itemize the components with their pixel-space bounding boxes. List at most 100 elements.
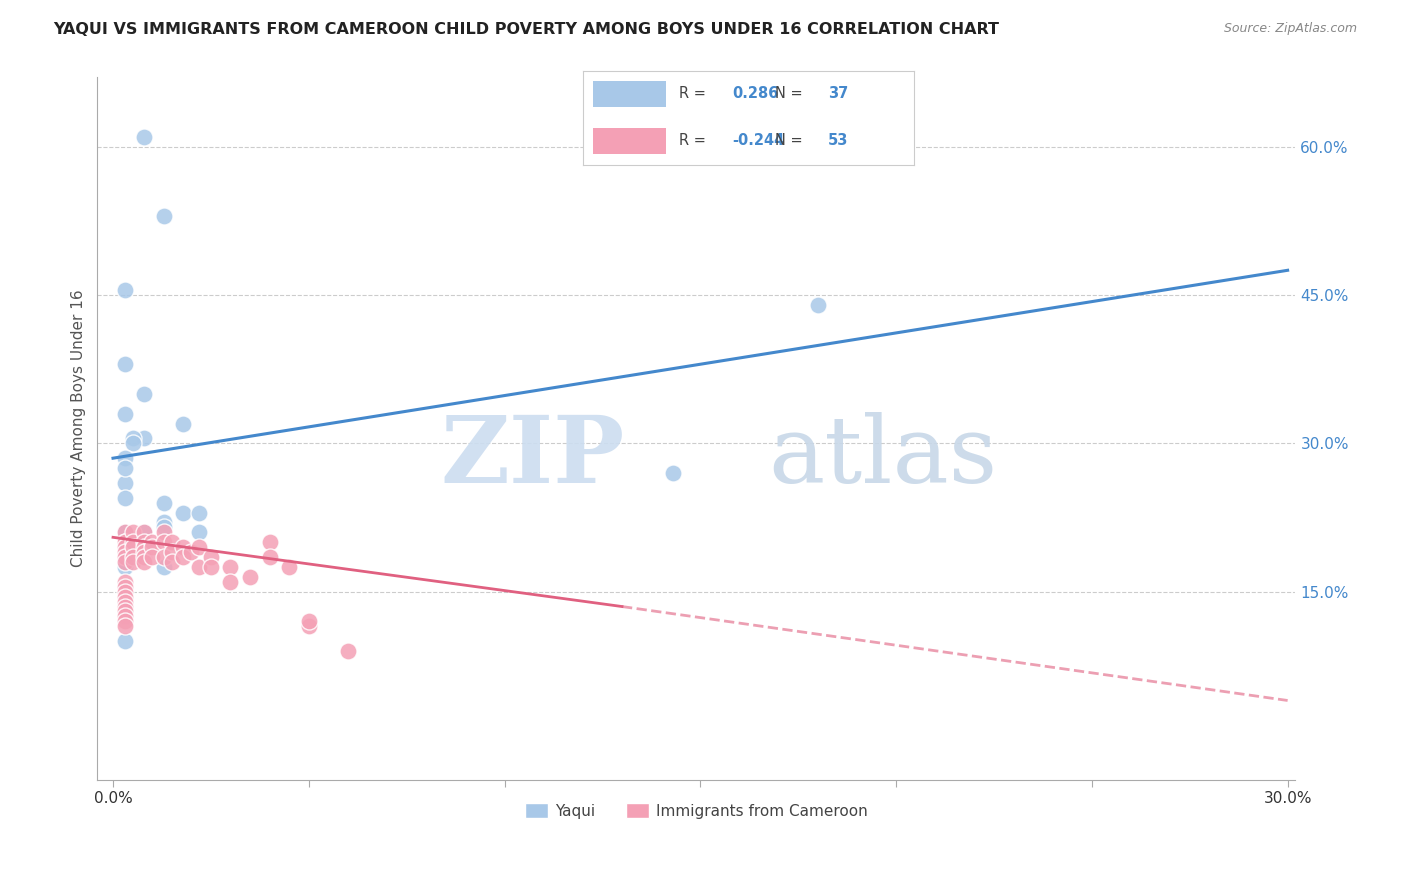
Point bbox=[153, 550, 176, 565]
Point bbox=[114, 552, 136, 566]
Point bbox=[114, 535, 136, 549]
Point bbox=[114, 407, 136, 421]
Point bbox=[173, 417, 195, 431]
Point bbox=[121, 535, 143, 549]
Point bbox=[121, 436, 143, 450]
Text: R =: R = bbox=[679, 133, 711, 148]
Text: Source: ZipAtlas.com: Source: ZipAtlas.com bbox=[1223, 22, 1357, 36]
Point bbox=[200, 550, 222, 565]
Point bbox=[259, 550, 281, 565]
Point bbox=[114, 609, 136, 624]
Text: 37: 37 bbox=[828, 87, 848, 102]
Point bbox=[114, 545, 136, 559]
Point bbox=[114, 550, 136, 565]
Point bbox=[114, 550, 136, 565]
Point bbox=[114, 491, 136, 505]
Point bbox=[134, 525, 156, 540]
Point bbox=[200, 560, 222, 574]
Point bbox=[114, 580, 136, 594]
Point bbox=[114, 594, 136, 608]
Point bbox=[134, 431, 156, 445]
Point bbox=[134, 540, 156, 554]
Point bbox=[114, 560, 136, 574]
Point bbox=[219, 574, 242, 589]
Point bbox=[114, 552, 136, 566]
Point bbox=[336, 644, 359, 658]
Point bbox=[173, 550, 195, 565]
Point bbox=[114, 451, 136, 466]
Point bbox=[114, 540, 136, 554]
Point bbox=[114, 357, 136, 371]
Point bbox=[114, 574, 136, 589]
Point bbox=[114, 605, 136, 619]
Point bbox=[141, 535, 163, 549]
Point bbox=[153, 496, 176, 510]
Point bbox=[114, 545, 136, 559]
Point bbox=[160, 555, 183, 569]
Point bbox=[114, 283, 136, 297]
Point bbox=[114, 634, 136, 648]
Point bbox=[114, 550, 136, 565]
Text: 0.286: 0.286 bbox=[733, 87, 779, 102]
Text: 53: 53 bbox=[828, 133, 848, 148]
Point bbox=[114, 525, 136, 540]
Point bbox=[114, 619, 136, 633]
Point bbox=[134, 545, 156, 559]
Point bbox=[114, 555, 136, 569]
Point bbox=[188, 540, 211, 554]
FancyBboxPatch shape bbox=[593, 81, 666, 107]
Point bbox=[134, 550, 156, 565]
Point bbox=[121, 555, 143, 569]
Text: N =: N = bbox=[775, 133, 807, 148]
Point bbox=[134, 387, 156, 401]
Point bbox=[239, 570, 262, 584]
FancyBboxPatch shape bbox=[593, 128, 666, 153]
Point bbox=[153, 525, 176, 540]
Point bbox=[121, 540, 143, 554]
Point bbox=[114, 535, 136, 549]
Text: -0.244: -0.244 bbox=[733, 133, 785, 148]
Point bbox=[141, 550, 163, 565]
Point bbox=[141, 540, 163, 554]
Point bbox=[153, 209, 176, 223]
Point bbox=[160, 535, 183, 549]
Legend: Yaqui, Immigrants from Cameroon: Yaqui, Immigrants from Cameroon bbox=[519, 797, 875, 824]
Point bbox=[134, 129, 156, 144]
Point bbox=[219, 560, 242, 574]
Point bbox=[807, 298, 830, 312]
Point bbox=[114, 461, 136, 475]
Point bbox=[114, 599, 136, 614]
Point bbox=[160, 545, 183, 559]
Point bbox=[173, 540, 195, 554]
Point bbox=[259, 535, 281, 549]
Point bbox=[121, 431, 143, 445]
Point bbox=[173, 506, 195, 520]
Point bbox=[134, 535, 156, 549]
Point bbox=[114, 615, 136, 629]
Point bbox=[180, 545, 202, 559]
Point bbox=[114, 555, 136, 569]
Text: ZIP: ZIP bbox=[440, 411, 624, 501]
Point bbox=[188, 560, 211, 574]
Point bbox=[114, 525, 136, 540]
Point bbox=[298, 619, 321, 633]
Point bbox=[298, 615, 321, 629]
Text: R =: R = bbox=[679, 87, 711, 102]
Point bbox=[134, 555, 156, 569]
Point bbox=[662, 466, 685, 480]
Point bbox=[134, 540, 156, 554]
Point bbox=[114, 540, 136, 554]
Point bbox=[153, 535, 176, 549]
Point bbox=[114, 545, 136, 559]
Text: atlas: atlas bbox=[768, 411, 997, 501]
Point bbox=[114, 535, 136, 549]
Point bbox=[188, 525, 211, 540]
Point bbox=[121, 525, 143, 540]
Text: YAQUI VS IMMIGRANTS FROM CAMEROON CHILD POVERTY AMONG BOYS UNDER 16 CORRELATION : YAQUI VS IMMIGRANTS FROM CAMEROON CHILD … bbox=[53, 22, 1000, 37]
Point bbox=[278, 560, 301, 574]
Y-axis label: Child Poverty Among Boys Under 16: Child Poverty Among Boys Under 16 bbox=[72, 290, 86, 567]
Point bbox=[114, 590, 136, 604]
Point bbox=[114, 475, 136, 490]
Point bbox=[188, 506, 211, 520]
Point bbox=[121, 550, 143, 565]
